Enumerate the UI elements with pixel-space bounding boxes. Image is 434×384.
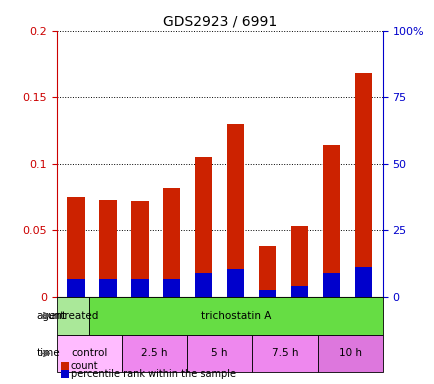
Bar: [131, 201, 148, 296]
Bar: [187, 334, 252, 372]
Title: GDS2923 / 6991: GDS2923 / 6991: [162, 14, 276, 28]
Text: 7.5 h: 7.5 h: [271, 349, 297, 359]
Bar: [56, 296, 89, 334]
Bar: [317, 334, 382, 372]
Bar: [354, 73, 372, 296]
Bar: [56, 334, 122, 372]
Text: trichostatin A: trichostatin A: [201, 311, 270, 321]
Text: agent: agent: [36, 311, 66, 321]
Bar: [99, 200, 116, 296]
Bar: [227, 124, 244, 296]
Bar: [258, 246, 276, 296]
Bar: [258, 290, 276, 296]
Bar: [122, 334, 187, 372]
Bar: [99, 279, 116, 296]
Bar: [227, 269, 244, 296]
Bar: [252, 334, 317, 372]
Text: control: control: [71, 349, 107, 359]
Text: time: time: [36, 349, 60, 359]
Bar: [354, 267, 372, 296]
Bar: [131, 279, 148, 296]
Text: 10 h: 10 h: [338, 349, 361, 359]
Bar: [322, 145, 340, 296]
Bar: [67, 279, 84, 296]
Bar: [162, 187, 180, 296]
Text: 2.5 h: 2.5 h: [141, 349, 167, 359]
Text: 5 h: 5 h: [211, 349, 227, 359]
Bar: [322, 273, 340, 296]
Text: percentile rank within the sample: percentile rank within the sample: [71, 369, 235, 379]
Bar: [67, 197, 84, 296]
Bar: [290, 226, 308, 296]
Bar: [290, 286, 308, 296]
Text: count: count: [71, 361, 99, 371]
Bar: [194, 273, 212, 296]
Bar: [162, 279, 180, 296]
Bar: [194, 157, 212, 296]
Text: untreated: untreated: [47, 311, 99, 321]
